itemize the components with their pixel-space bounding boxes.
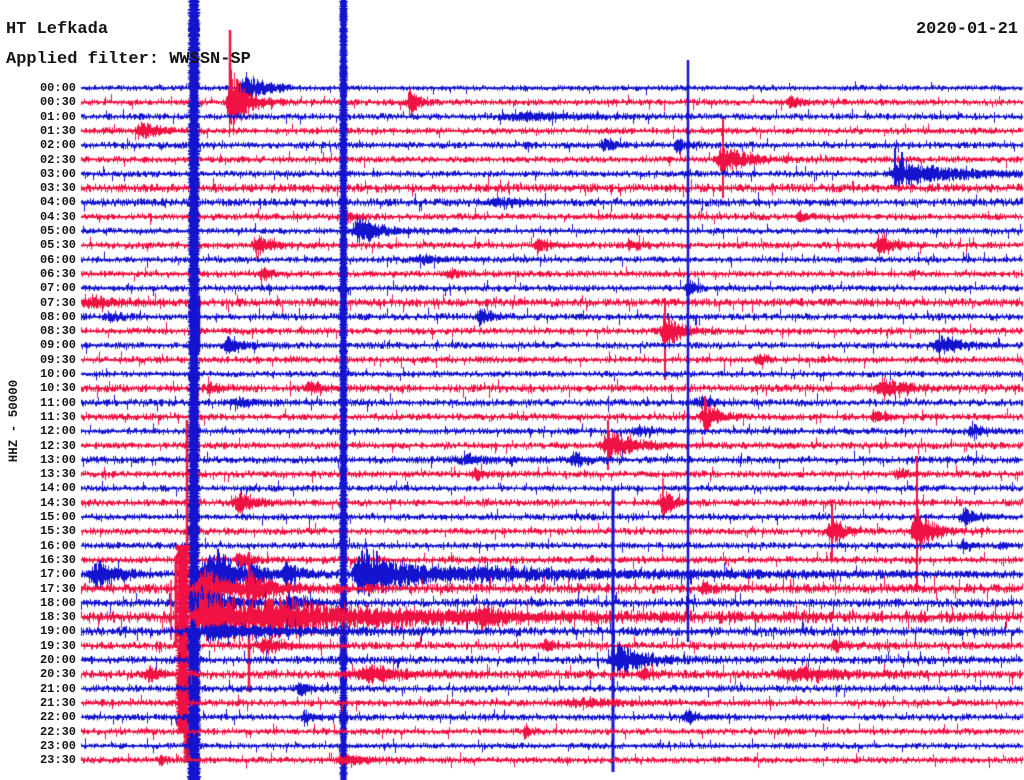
row-time-label: 10:00 xyxy=(39,367,76,381)
row-time-label: 05:30 xyxy=(39,238,76,253)
row-time-label: 15:30 xyxy=(39,524,76,539)
row-time-label: 09:00 xyxy=(39,338,76,353)
row-time-label: 08:30 xyxy=(39,324,76,339)
row-time-label: 03:00 xyxy=(39,166,76,181)
row-time-label: 17:30 xyxy=(39,581,76,596)
row-time-label: 01:00 xyxy=(39,109,76,124)
row-time-label: 03:30 xyxy=(39,181,76,196)
row-time-label: 05:00 xyxy=(39,224,76,238)
row-time-label: 11:00 xyxy=(39,395,76,410)
row-time-label: 00:00 xyxy=(39,81,76,95)
row-time-label: 07:00 xyxy=(39,281,76,296)
row-time-label: 18:30 xyxy=(39,610,76,625)
row-time-label: 23:30 xyxy=(39,753,76,768)
applied-filter-label: Applied filter: WWSSN-SP xyxy=(6,50,251,69)
row-time-label: 19:00 xyxy=(39,624,76,639)
row-time-label: 21:30 xyxy=(39,695,76,710)
station-title: HT Lefkada xyxy=(6,20,109,39)
row-time-label: 14:00 xyxy=(39,481,76,496)
row-time-label: 00:30 xyxy=(39,95,76,110)
row-time-label: 19:30 xyxy=(39,638,76,653)
row-time-label: 11:30 xyxy=(39,409,76,424)
row-time-label: 22:00 xyxy=(39,710,76,725)
row-time-label: 07:30 xyxy=(39,295,76,310)
row-time-label: 17:00 xyxy=(39,567,76,582)
row-time-label: 04:30 xyxy=(39,209,76,224)
row-time-label: 16:30 xyxy=(39,552,76,567)
row-time-label: 06:30 xyxy=(39,266,76,281)
row-time-label: 12:30 xyxy=(39,438,76,453)
row-time-label: 16:00 xyxy=(39,538,76,553)
row-time-label: 10:30 xyxy=(39,381,76,396)
date-label: 2020-01-21 xyxy=(915,20,1018,39)
row-time-label: 08:00 xyxy=(39,309,76,324)
row-time-label: 12:00 xyxy=(39,424,76,439)
row-time-label: 20:00 xyxy=(39,653,76,667)
channel-axis-label: HHZ - 50000 xyxy=(7,379,21,463)
row-time-label: 22:30 xyxy=(39,724,76,739)
row-time-label: 02:00 xyxy=(39,138,76,153)
row-time-label: 06:00 xyxy=(39,252,76,267)
row-time-label: 18:00 xyxy=(39,595,76,610)
row-time-label: 20:30 xyxy=(39,667,76,682)
row-time-label: 01:30 xyxy=(39,123,76,138)
row-time-label: 23:00 xyxy=(39,738,76,753)
row-time-label: 14:30 xyxy=(39,495,76,510)
row-time-label: 04:00 xyxy=(39,195,76,210)
row-time-label: 13:30 xyxy=(39,467,76,482)
row-time-label: 15:00 xyxy=(39,510,76,524)
row-time-label: 02:30 xyxy=(39,152,76,167)
row-time-label: 09:30 xyxy=(39,352,76,367)
row-time-label: 13:00 xyxy=(39,452,76,467)
row-time-label: 21:00 xyxy=(39,681,76,696)
